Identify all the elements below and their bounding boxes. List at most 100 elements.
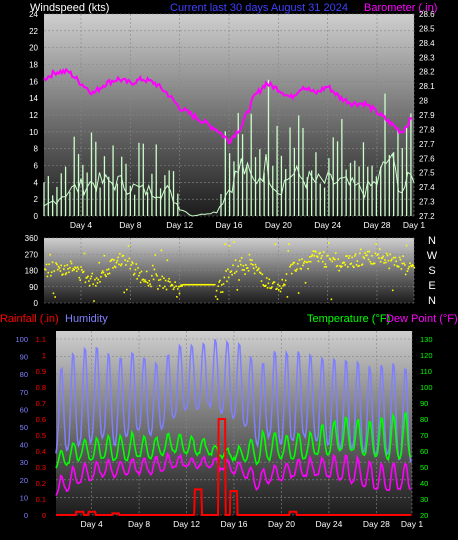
direction-point (205, 283, 207, 286)
day-tick-label: Day 12 (173, 519, 200, 529)
direction-point (180, 284, 183, 286)
direction-point (381, 257, 384, 260)
direction-point (315, 251, 317, 253)
direction-point (309, 256, 311, 258)
direction-point (69, 266, 71, 269)
direction-point (252, 263, 254, 266)
right-tick-label: 27.5 (419, 169, 435, 178)
direction-point (176, 295, 178, 298)
direction-point (87, 275, 89, 278)
direction-tick-label: 270 (25, 250, 39, 259)
direction-point (332, 257, 334, 259)
direction-point (80, 266, 82, 268)
direction-point (183, 283, 186, 286)
direction-point (158, 284, 161, 287)
direction-point (82, 270, 85, 273)
direction-point (88, 280, 90, 282)
direction-point (133, 272, 136, 275)
direction-point (174, 281, 176, 284)
direction-series (44, 241, 416, 302)
day-tick-label: Day 8 (119, 220, 141, 230)
left-tick-label: 12 (29, 111, 38, 120)
direction-point (101, 270, 104, 272)
left-tick-label: 0 (34, 212, 39, 221)
chart-title: Current last 30 days August 31 2024 (170, 2, 348, 14)
direction-point (298, 259, 301, 261)
windspeed-label: Windspeed (kts) (30, 2, 109, 14)
direction-point (66, 264, 69, 266)
direction-point (240, 257, 243, 259)
direction-point (275, 288, 277, 290)
direction-point (213, 283, 215, 286)
direction-point (370, 262, 372, 265)
left-tick-label: 10 (29, 128, 38, 137)
direction-point (54, 296, 56, 298)
direction-point (319, 252, 322, 254)
direction-point (56, 263, 58, 266)
humidity-tick-label: 70 (20, 388, 28, 397)
direction-point (328, 257, 331, 260)
direction-point (334, 252, 337, 254)
direction-point (112, 267, 114, 269)
direction-point (207, 283, 209, 286)
direction-point (272, 281, 275, 284)
direction-point (295, 270, 297, 272)
direction-point (71, 269, 74, 272)
direction-point (185, 283, 188, 286)
direction-point (246, 267, 248, 270)
direction-point (346, 255, 348, 257)
direction-point (231, 273, 233, 276)
direction-point (144, 279, 146, 281)
direction-point (316, 256, 319, 258)
temp-tick-label: 40 (420, 479, 428, 488)
direction-point (151, 274, 153, 277)
direction-point (289, 265, 291, 268)
direction-point (193, 283, 195, 286)
direction-point (307, 267, 309, 270)
direction-point (191, 283, 194, 286)
direction-point (161, 275, 164, 278)
direction-point (324, 263, 327, 265)
direction-point (99, 280, 101, 283)
direction-point (47, 271, 50, 274)
direction-point (51, 261, 54, 264)
direction-point (303, 260, 306, 263)
direction-point (75, 270, 78, 273)
direction-point (119, 264, 122, 267)
direction-point (410, 265, 413, 268)
direction-point (72, 267, 75, 270)
direction-point (163, 277, 165, 280)
direction-point (93, 300, 95, 302)
direction-point (203, 283, 206, 286)
direction-point (118, 263, 120, 266)
day-tick-label: Day 16 (216, 220, 243, 230)
direction-point (74, 266, 76, 269)
direction-point (254, 263, 257, 266)
direction-point (212, 283, 214, 286)
direction-point (390, 259, 392, 262)
left-tick-label: 2 (34, 195, 39, 204)
direction-point (149, 283, 151, 285)
direction-point (270, 287, 272, 290)
direction-point (95, 277, 98, 279)
direction-point (333, 258, 335, 260)
direction-point (309, 260, 312, 263)
right-tick-label: 27.3 (419, 198, 435, 207)
direction-point (360, 264, 363, 266)
direction-point (108, 272, 111, 275)
direction-point (238, 279, 240, 281)
direction-point (283, 283, 285, 286)
direction-point (288, 243, 290, 246)
direction-point (194, 283, 196, 286)
direction-point (393, 264, 396, 266)
direction-point (329, 258, 332, 261)
direction-point (122, 254, 125, 257)
direction-point (189, 283, 192, 286)
direction-point (317, 260, 320, 263)
direction-point (209, 283, 212, 286)
direction-point (65, 272, 68, 274)
direction-point (404, 273, 407, 276)
direction-point (153, 268, 156, 271)
